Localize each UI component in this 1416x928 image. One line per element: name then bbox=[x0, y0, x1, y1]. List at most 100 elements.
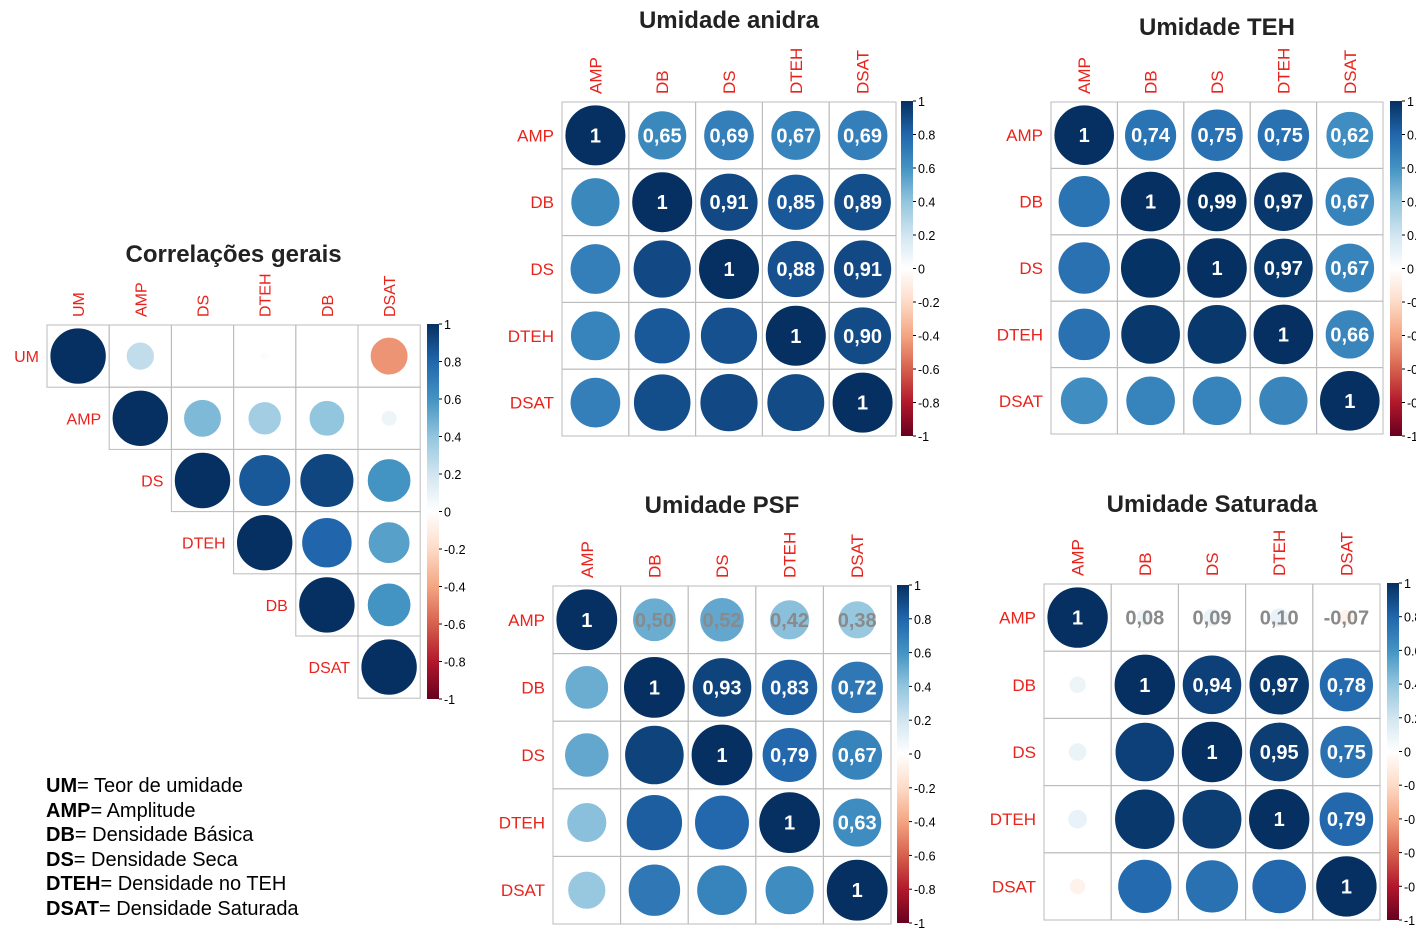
row-label: DSAT bbox=[999, 392, 1043, 411]
correlation-circle bbox=[632, 239, 692, 299]
correlation-circle bbox=[1057, 307, 1111, 361]
correlation-value-label: 0,83 bbox=[770, 677, 809, 699]
colorbar-tick-label: 1 bbox=[914, 579, 921, 593]
row-label: AMP bbox=[517, 126, 554, 145]
correlation-circle bbox=[183, 399, 222, 438]
colorbar bbox=[427, 324, 439, 699]
correlation-circle bbox=[766, 373, 826, 432]
correlation-value-label: 1 bbox=[1344, 391, 1355, 413]
colorbar-tick-label: 0 bbox=[918, 263, 925, 277]
correlation-circle bbox=[555, 588, 618, 651]
correlation-value-label: 0,69 bbox=[710, 125, 749, 147]
colorbar-tick-label: 1 bbox=[1404, 577, 1411, 591]
correlation-value-label: 1 bbox=[1206, 742, 1217, 764]
column-label: DSAT bbox=[1341, 50, 1360, 94]
correlation-circle bbox=[1324, 309, 1375, 360]
correlation-circle bbox=[369, 336, 409, 376]
correlation-circle bbox=[1318, 791, 1374, 847]
correlation-circle bbox=[1319, 370, 1381, 432]
correlation-circle bbox=[1248, 654, 1310, 716]
correlation-circle bbox=[564, 665, 609, 710]
row-label: DSAT bbox=[510, 394, 554, 413]
correlation-circle bbox=[566, 802, 608, 843]
colorbar-tick-label: 0.2 bbox=[1404, 712, 1416, 726]
colorbar-tick-label: -0.4 bbox=[918, 330, 940, 344]
panel-title: Correlações gerais bbox=[126, 241, 342, 268]
column-label: DB bbox=[1136, 552, 1155, 576]
correlation-circle bbox=[1057, 175, 1111, 228]
correlation-circle bbox=[1113, 653, 1176, 716]
colorbar-tick-label: 0.8 bbox=[444, 356, 461, 370]
correlation-circle bbox=[1248, 721, 1310, 783]
colorbar-tick-label: -0.4 bbox=[914, 816, 936, 830]
legend-item: DTEH= Densidade no TEH bbox=[46, 873, 287, 896]
row-label: DSAT bbox=[992, 877, 1036, 896]
correlation-value-label: 1 bbox=[657, 192, 668, 214]
row-label: DS bbox=[141, 474, 163, 491]
column-label: AMP bbox=[1069, 539, 1088, 576]
correlation-circle bbox=[836, 109, 889, 162]
correlation-circle bbox=[360, 638, 418, 696]
correlation-value-label: 0,91 bbox=[843, 259, 882, 281]
correlation-circle bbox=[764, 865, 815, 916]
correlation-circle bbox=[1252, 303, 1315, 365]
correlation-circle bbox=[1181, 788, 1243, 850]
correlation-circle bbox=[1324, 242, 1375, 294]
correlation-value-label: 0,42 bbox=[770, 610, 809, 632]
row-label: DTEH bbox=[182, 536, 226, 553]
row-label: DTEH bbox=[508, 327, 554, 346]
correlation-circle bbox=[1125, 375, 1176, 426]
colorbar-tick-label: -0.6 bbox=[444, 618, 466, 632]
correlation-value-label: 0,69 bbox=[843, 125, 882, 147]
correlation-circle bbox=[696, 864, 748, 916]
correlation-value-label: 1 bbox=[852, 880, 863, 902]
correlation-value-label: 0,52 bbox=[703, 610, 742, 632]
correlation-value-label: 0,67 bbox=[1330, 192, 1369, 214]
colorbar-tick-label: -0.2 bbox=[914, 782, 936, 796]
column-label: DB bbox=[645, 554, 664, 578]
correlation-circle bbox=[1117, 858, 1173, 914]
correlation-circle bbox=[1337, 609, 1355, 627]
column-label: AMP bbox=[1075, 57, 1094, 94]
correlation-circle bbox=[1135, 608, 1154, 627]
colorbar-tick-label: 0.4 bbox=[918, 196, 935, 210]
correlation-circle bbox=[637, 110, 688, 161]
correlation-circle bbox=[837, 600, 877, 640]
correlation-panel: Umidade anidra AMP DB DS DTEH DSAT AMP DB DS DTEH… bbox=[508, 7, 940, 444]
correlation-circle bbox=[1319, 725, 1374, 779]
row-label: DS bbox=[1019, 259, 1043, 278]
row-label: DTEH bbox=[499, 814, 545, 833]
colorbar-tick-label: -1 bbox=[444, 693, 455, 707]
colorbar-tick-label: 0.4 bbox=[1404, 678, 1416, 692]
correlation-value-label: 1 bbox=[784, 813, 795, 835]
correlation-circle bbox=[1120, 304, 1181, 365]
correlation-value-label: 0,67 bbox=[838, 745, 877, 767]
column-label: AMP bbox=[586, 57, 605, 94]
correlation-value-label: 1 bbox=[1139, 675, 1150, 697]
correlation-circle bbox=[111, 389, 169, 447]
colorbar-tick-label: 0.6 bbox=[918, 162, 935, 176]
correlation-value-label: 1 bbox=[790, 326, 801, 348]
correlation-circle bbox=[633, 307, 691, 365]
row-label: DTEH bbox=[997, 325, 1043, 344]
correlation-circle bbox=[567, 870, 607, 910]
correlation-circle bbox=[694, 794, 750, 851]
correlation-circle bbox=[1046, 586, 1109, 649]
correlation-circle bbox=[1186, 171, 1248, 233]
correlation-panel: Umidade PSF AMP DB DS DTEH DSAT AMP DB DS DTEH DSA… bbox=[499, 492, 936, 928]
colorbar-tick-label: -0.2 bbox=[444, 543, 466, 557]
correlation-circle bbox=[833, 173, 892, 232]
legend-item: AMP= Amplitude bbox=[46, 799, 196, 822]
colorbar-tick-label: -0.8 bbox=[918, 397, 940, 411]
correlation-circle bbox=[236, 514, 294, 572]
colorbar-tick-label: 0 bbox=[914, 748, 921, 762]
colorbar-tick-label: 0.2 bbox=[914, 714, 931, 728]
colorbar bbox=[897, 585, 909, 923]
correlation-circle bbox=[1060, 376, 1109, 425]
correlation-value-label: 0,91 bbox=[710, 192, 749, 214]
correlation-circle bbox=[1251, 858, 1307, 914]
correlation-value-label: 1 bbox=[590, 125, 601, 147]
colorbar-tick-label: 1 bbox=[918, 95, 925, 109]
column-label: DS bbox=[1203, 552, 1222, 576]
row-label: AMP bbox=[1006, 126, 1043, 145]
